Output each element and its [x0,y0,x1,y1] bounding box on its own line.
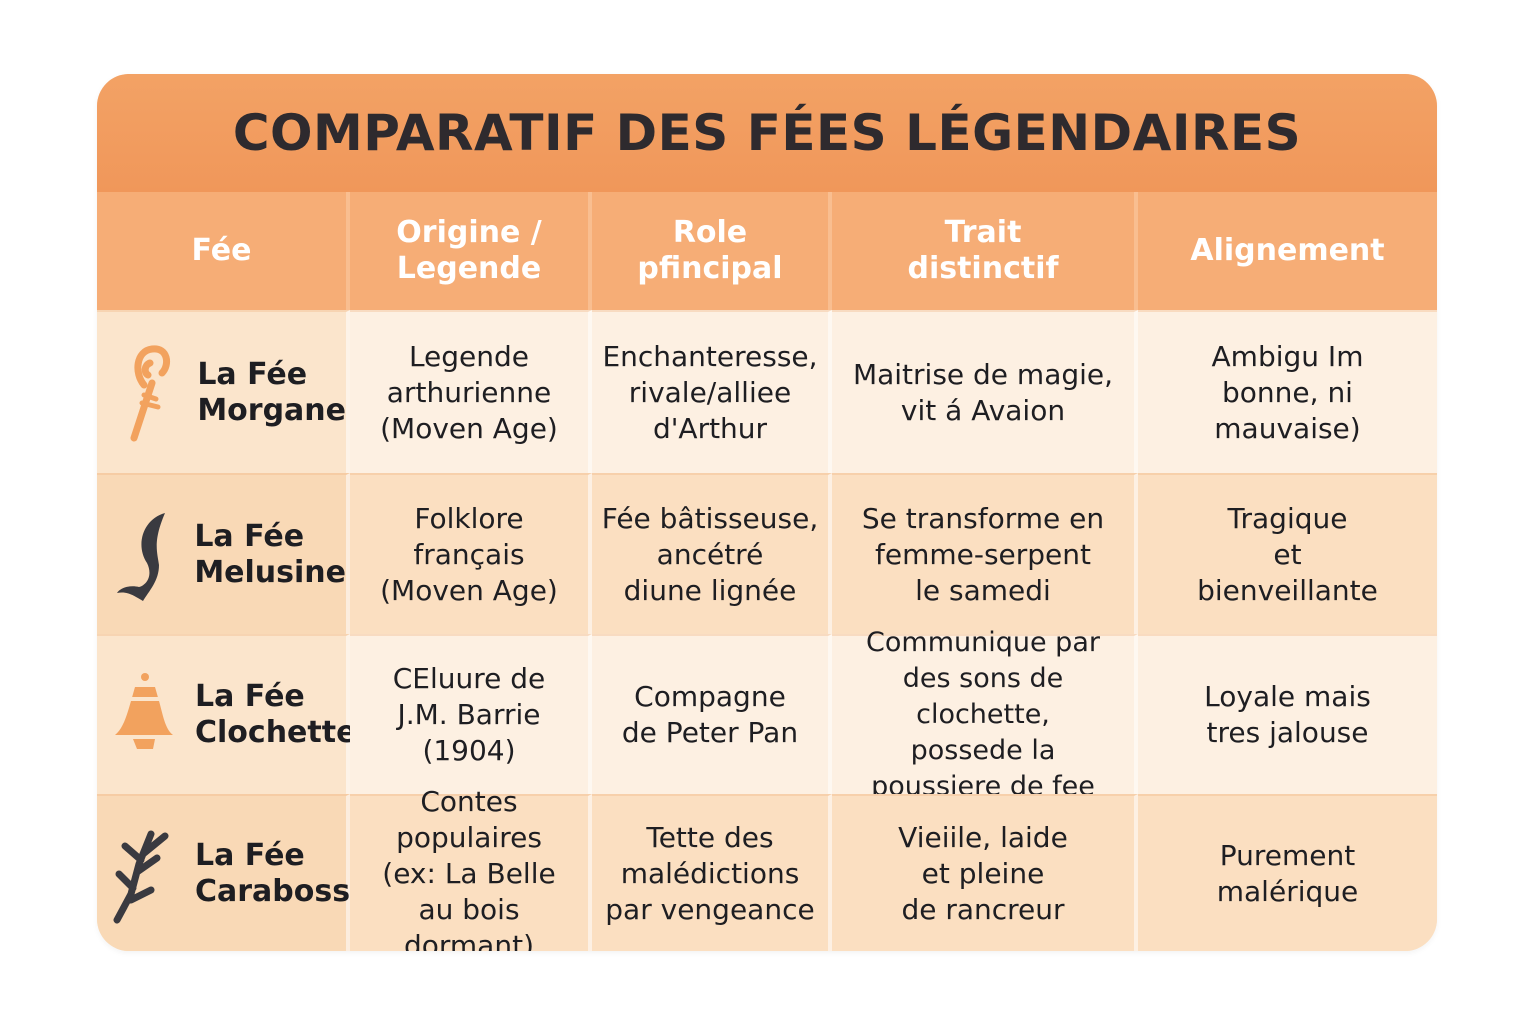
cell-alignement: Ambigu Im bonne, ni mauvaise) [1138,310,1437,473]
mermaid-tail-icon [111,505,174,605]
cell-fee-carabosse: La Fée Carabosse [97,794,370,951]
header-trait: Trait distinctif [832,192,1138,310]
cell-role: Fée bâtisseuse, ancétré diune lignée [592,473,832,634]
fee-name: La Fée Carabosse [195,837,371,909]
bell-icon [111,665,175,765]
cell-trait: Vieiile, laide et pleine de rancreur [832,794,1138,951]
header-role: Role pfincipal [592,192,832,310]
branch-icon [111,824,175,924]
cell-alignement: Purement malérique [1138,794,1437,951]
cell-origine: Legende arthurienne (Moven Age) [350,310,592,473]
staff-icon [111,343,177,443]
cell-origine: Contes populaires (ex: La Belle au bois … [350,785,592,951]
cell-role: Enchanteresse, rivale/alliee d'Arthur [592,310,832,473]
fee-name: La Fée Melusine [194,518,346,590]
header-fee: Fée [97,192,350,310]
cell-origine: CEluure de J.M. Barrie (1904) [350,634,592,794]
cell-alignement: Tragique et bienveillante [1138,473,1437,634]
fee-name: La Fée Clochette [195,679,357,750]
header-alignement: Alignement [1138,192,1437,310]
header-origine: Origine / Legende [350,192,592,310]
cell-fee-melusine: La Fée Melusine [97,473,350,634]
cell-alignement: Loyale mais tres jalouse [1138,634,1437,794]
cell-trait: Se transforme en femme-serpent le samedi [832,473,1138,634]
cell-fee-morgane: La Fée Morgane [97,310,350,473]
comparison-card: COMPARATIF DES FÉES LÉGENDAIRES Fée Orig… [97,74,1437,951]
cell-trait: Maitrise de magie, vit á Avaion [832,310,1138,473]
page-title: COMPARATIF DES FÉES LÉGENDAIRES [97,74,1437,192]
cell-fee-clochette: La Fée Clochette [97,634,356,794]
cell-trait: Communique par des sons de clochette, po… [832,627,1138,802]
cell-role: Tette des malédictions par vengeance [592,794,832,951]
comparison-table: Fée Origine / Legende Role pfincipal Tra… [97,192,1437,951]
fee-name: La Fée Morgane [197,356,346,428]
cell-role: Compagne de Peter Pan [592,634,832,794]
cell-origine: Folklore français (Moven Age) [350,473,592,634]
